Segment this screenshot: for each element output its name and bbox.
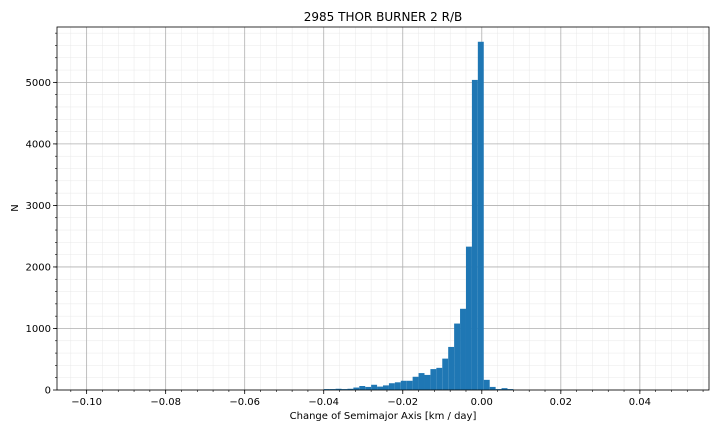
chart-title: 2985 THOR BURNER 2 R/B	[304, 10, 462, 24]
histogram-bar	[394, 382, 401, 390]
histogram-bar	[383, 385, 389, 390]
histogram-bar	[388, 383, 395, 390]
y-tick-label: 1000	[26, 324, 51, 335]
minor-gridlines	[57, 27, 709, 390]
histogram-bar	[436, 367, 443, 390]
histogram-bar	[430, 369, 437, 390]
histogram-bar	[400, 380, 407, 390]
histogram-bar	[442, 358, 449, 390]
y-tick-label: 2000	[26, 262, 51, 273]
histogram-bar	[454, 323, 461, 390]
histogram-bar	[412, 376, 419, 390]
y-axis-ticks: 0 1000 2000 3000 4000 5000	[26, 32, 57, 397]
histogram-bar	[335, 388, 342, 390]
histogram-bar	[501, 388, 508, 390]
y-tick-label: 4000	[26, 139, 51, 150]
histogram-bar	[406, 380, 413, 390]
y-tick-label: 5000	[26, 78, 51, 89]
x-tick-label: 0.04	[629, 397, 651, 408]
histogram-bar	[495, 389, 502, 390]
histogram-bar	[418, 373, 425, 390]
histogram-bar	[359, 386, 366, 390]
histogram-bar	[353, 387, 360, 390]
histogram-bar	[483, 379, 490, 390]
y-tick-label: 3000	[26, 201, 51, 212]
histogram-bar	[347, 388, 354, 390]
x-tick-label: 0.00	[471, 397, 493, 408]
histogram-bars	[323, 41, 514, 390]
y-axis-label: N	[10, 204, 21, 211]
histogram-bar	[365, 386, 372, 390]
x-tick-label: −0.08	[150, 397, 181, 408]
x-tick-label: 0.02	[550, 397, 572, 408]
histogram-bar	[377, 386, 383, 390]
major-gridlines	[57, 27, 709, 391]
histogram-bar	[329, 389, 336, 390]
y-tick-label: 0	[45, 386, 51, 397]
histogram-bar	[448, 346, 455, 390]
histogram-bar	[371, 384, 378, 390]
histogram-bar	[471, 79, 478, 390]
x-tick-label: −0.04	[308, 397, 339, 408]
histogram-bar	[460, 308, 466, 390]
histogram-bar	[323, 389, 330, 390]
x-tick-label: −0.02	[387, 397, 418, 408]
histogram-bar	[465, 246, 472, 390]
histogram-bar	[489, 386, 496, 390]
x-tick-label: −0.10	[71, 397, 102, 408]
histogram-bar	[341, 389, 348, 390]
histogram-bar	[424, 374, 431, 390]
histogram-bar	[477, 41, 484, 390]
x-tick-label: −0.06	[229, 397, 260, 408]
x-axis-ticks: −0.10 −0.08 −0.06 −0.04 −0.02 0.00 0.02 0.04	[70, 390, 704, 408]
plot-frame	[56, 26, 710, 391]
x-axis-label: Change of Semimajor Axis [km / day]	[290, 411, 477, 422]
histogram-bar	[507, 389, 514, 390]
